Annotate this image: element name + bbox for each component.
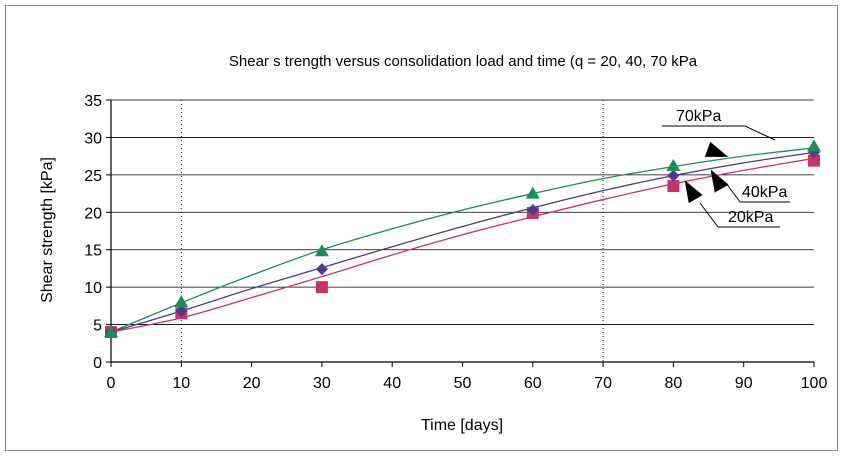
curve-layer	[110, 147, 815, 333]
y-tick-label-30: 30	[84, 130, 102, 147]
x-tick-label-10: 10	[172, 375, 190, 392]
x-tick-label-90: 90	[735, 375, 753, 392]
marker-70kpa-30	[314, 244, 329, 257]
marker-40kpa-60	[526, 204, 539, 217]
marker-20kpa-30	[315, 281, 328, 294]
x-tick-label-100: 100	[801, 375, 828, 392]
marker-70kpa-0	[104, 325, 118, 338]
annotation-layer: 70kPa 40kPa 20kPa	[662, 108, 790, 228]
marker-70kpa-10	[174, 295, 189, 308]
y-axis-label: Shear strength [kPa]	[39, 157, 56, 303]
x-axis-label: Time [days]	[421, 417, 503, 434]
annotation-label-70kpa: 70kPa	[676, 108, 721, 125]
curve-70kpa	[110, 147, 815, 333]
y-tick-label-25: 25	[84, 168, 102, 185]
marker-70kpa-80	[666, 158, 681, 171]
marker-40kpa-80	[667, 169, 680, 182]
marker-40kpa-30	[315, 263, 328, 276]
chart-frame	[5, 5, 838, 451]
grid-layer	[111, 99, 814, 362]
y-tick-label-35: 35	[84, 93, 102, 110]
annotation-arrow-70kpa	[704, 141, 729, 157]
marker-20kpa-80	[667, 180, 680, 193]
marker-40kpa-10	[175, 305, 188, 318]
x-tick-label-20: 20	[243, 375, 261, 392]
chart-title: Shear s trength versus consolidation loa…	[229, 53, 698, 70]
x-tick-label-0: 0	[107, 375, 116, 392]
curve-40kpa	[110, 151, 815, 333]
marker-layer	[104, 139, 821, 339]
y-tick-label-10: 10	[84, 280, 102, 297]
annotation-arrow-20kpa	[684, 180, 703, 204]
x-tick-label-60: 60	[524, 375, 542, 392]
y-tick-label-0: 0	[93, 355, 102, 372]
annotation-leader-20kpa	[699, 202, 719, 228]
y-tick-label-15: 15	[84, 243, 102, 260]
x-tick-label-50: 50	[454, 375, 472, 392]
annotation-arrow-40kpa	[710, 169, 729, 193]
annotation-leader-40kpa	[725, 182, 741, 203]
marker-70kpa-100	[807, 139, 821, 152]
x-tick-label-40: 40	[383, 375, 401, 392]
curve-20kpa	[110, 157, 815, 333]
marker-20kpa-100	[808, 154, 820, 167]
x-tick-label-30: 30	[313, 375, 331, 392]
y-tick-label-5: 5	[93, 318, 102, 335]
marker-70kpa-60	[525, 186, 540, 199]
annotation-label-40kpa: 40kPa	[742, 184, 787, 201]
axis-layer: 0 5 10 15 20 25 30 35 0 10 20 30 40 50 60 70 80 90 100	[84, 93, 827, 392]
annotation-leader-70kpa	[744, 125, 776, 141]
annotation-label-20kpa: 20kPa	[728, 209, 773, 226]
y-tick-label-20: 20	[84, 205, 102, 222]
x-tick-label-70: 70	[594, 375, 612, 392]
x-tick-label-80: 80	[665, 375, 683, 392]
